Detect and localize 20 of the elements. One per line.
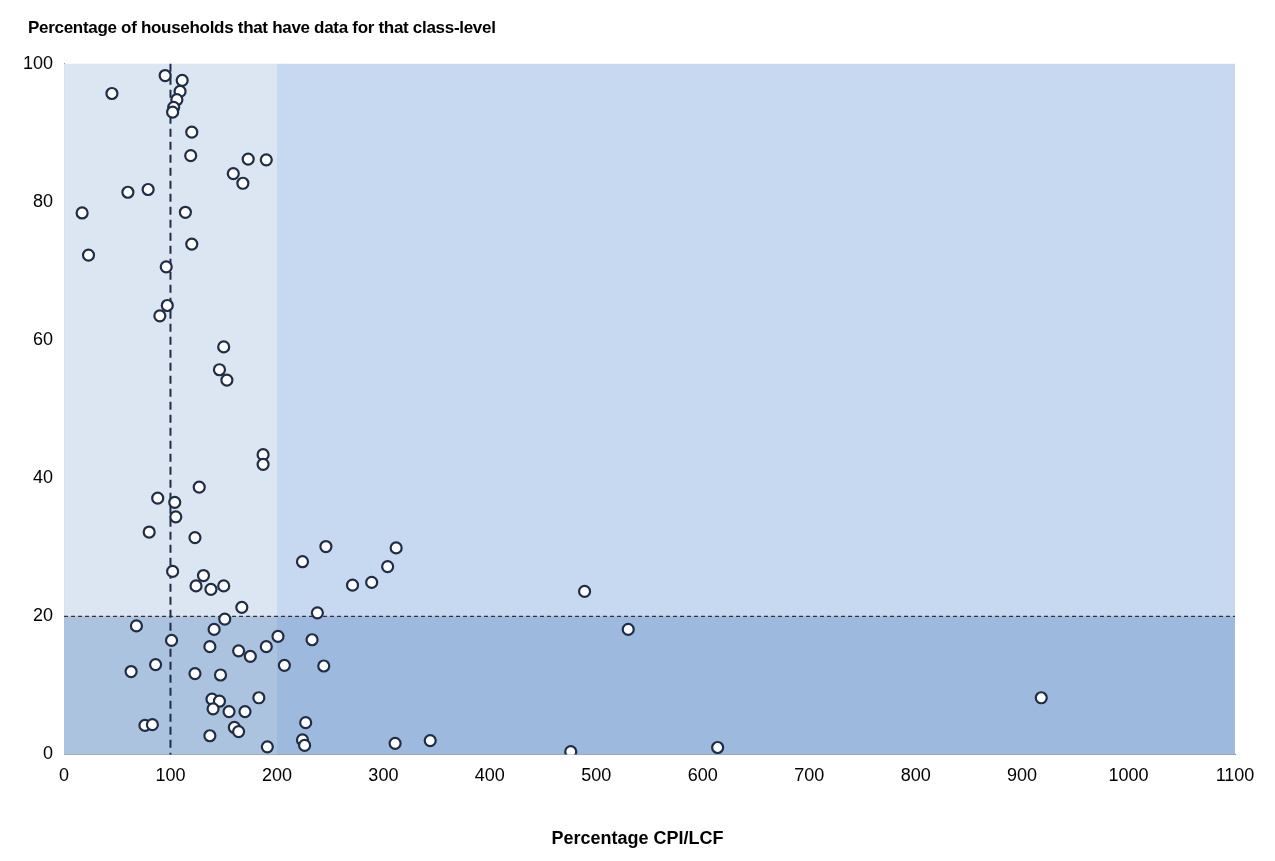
x-tick-label: 1100 [1215, 765, 1255, 786]
y-tick-label: 100 [22, 52, 54, 73]
x-tick-label: 200 [261, 765, 292, 786]
x-axis-title: Percentage CPI/LCF [550, 828, 725, 849]
x-tick-label: 800 [900, 765, 931, 786]
x-tick-label: 700 [794, 765, 825, 786]
chart-title: Percentage of households that have data for that class-level [28, 18, 496, 38]
x-tick-label: 500 [581, 765, 612, 786]
x-tick-label: 600 [687, 765, 718, 786]
y-tick-label: 0 [43, 743, 54, 764]
x-tick-label: 300 [368, 765, 399, 786]
x-tick-label: 100 [155, 765, 186, 786]
x-tick-label: 1000 [1108, 765, 1149, 786]
y-tick-label: 80 [33, 190, 54, 211]
y-tick-label: 20 [33, 605, 54, 626]
y-tick-label: 60 [33, 329, 54, 350]
x-tick-label: 0 [59, 765, 70, 786]
y-tick-label: 40 [33, 467, 54, 488]
x-tick-label: 400 [474, 765, 505, 786]
x-tick-label: 900 [1007, 765, 1038, 786]
